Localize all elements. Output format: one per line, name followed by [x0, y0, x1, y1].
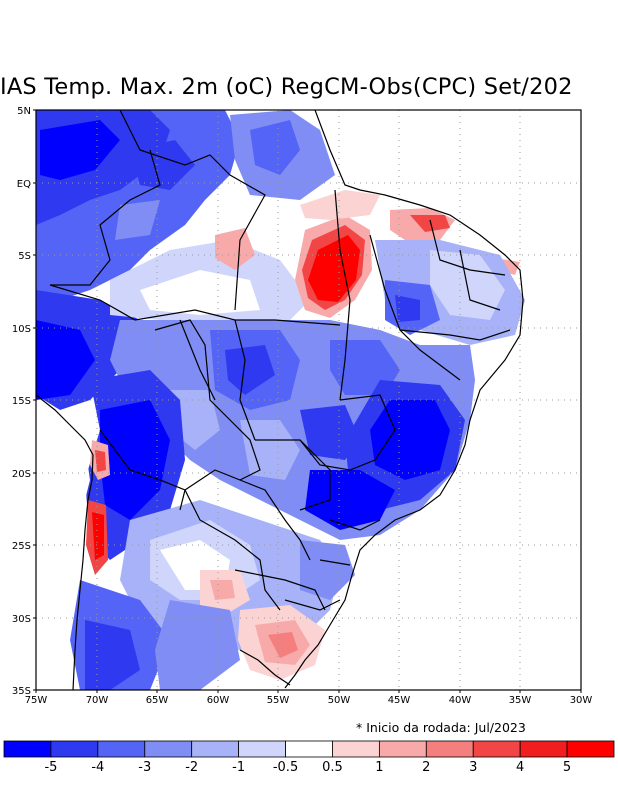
y-tick-label: 15S [12, 396, 31, 407]
colorbar-label: -5 [44, 760, 58, 775]
y-tick-label: 30S [12, 614, 31, 625]
x-tick-label: 50W [328, 695, 351, 706]
axis-ticks [33, 109, 582, 693]
colorbar-swatch [425, 740, 474, 758]
colorbar-swatch [97, 740, 146, 758]
grid-lines [36, 110, 581, 690]
colorbar [3, 740, 615, 758]
colorbar-swatch [50, 740, 99, 758]
colorbar-label: -3 [138, 760, 152, 775]
colorbar-swatch [144, 740, 193, 758]
colorbar-swatch [378, 740, 427, 758]
colorbar-label: 5 [562, 760, 572, 775]
anomaly-field [36, 110, 581, 690]
y-tick-label: 5S [18, 251, 31, 262]
y-tick-label: EQ [17, 179, 31, 190]
x-tick-label: 55W [267, 695, 290, 706]
map-title: IAS Temp. Max. 2m (oC) RegCM-Obs(CPC) Se… [0, 74, 573, 100]
x-tick-label: 65W [146, 695, 169, 706]
x-tick-label: 30W [570, 695, 593, 706]
colorbar-label: 0.5 [322, 760, 343, 775]
colorbar-label: 2 [422, 760, 431, 775]
colorbar-swatch [191, 740, 240, 758]
x-tick-label: 60W [207, 695, 230, 706]
colorbar-label: -0.5 [272, 760, 299, 775]
x-tick-label: 40W [449, 695, 472, 706]
colorbar-swatch [238, 740, 286, 758]
colorbar-label: -4 [91, 760, 105, 775]
colorbar-swatch [566, 740, 615, 758]
colorbar-label: -2 [185, 760, 199, 775]
x-tick-label: 75W [25, 695, 48, 706]
run-start-note: * Inicio da rodada: Jul/2023 [356, 720, 526, 735]
colorbar-swatch [285, 740, 333, 758]
x-tick-label: 70W [86, 695, 109, 706]
colorbar-swatch [519, 740, 568, 758]
colorbar-label: 4 [516, 760, 525, 775]
colorbar-label: 3 [469, 760, 478, 775]
y-tick-label: 10S [12, 324, 31, 335]
colorbar-swatch [3, 740, 52, 758]
colorbar-label: 1 [375, 760, 384, 775]
y-axis-labels: 5N EQ 5S 10S 15S 20S 25S 30S 35S [12, 106, 31, 697]
x-tick-label: 45W [388, 695, 411, 706]
x-tick-label: 35W [509, 695, 532, 706]
y-tick-label: 5N [17, 106, 31, 117]
y-tick-label: 25S [12, 541, 31, 552]
colorbar-swatch [332, 740, 380, 758]
y-tick-label: 20S [12, 469, 31, 480]
colorbar-label: -1 [232, 760, 246, 775]
x-axis-labels: 75W 70W 65W 60W 55W 50W 45W 40W 35W 30W [25, 695, 593, 706]
colorbar-swatch [472, 740, 521, 758]
y-tick-label: 35S [12, 686, 31, 697]
country-borders [36, 110, 524, 690]
